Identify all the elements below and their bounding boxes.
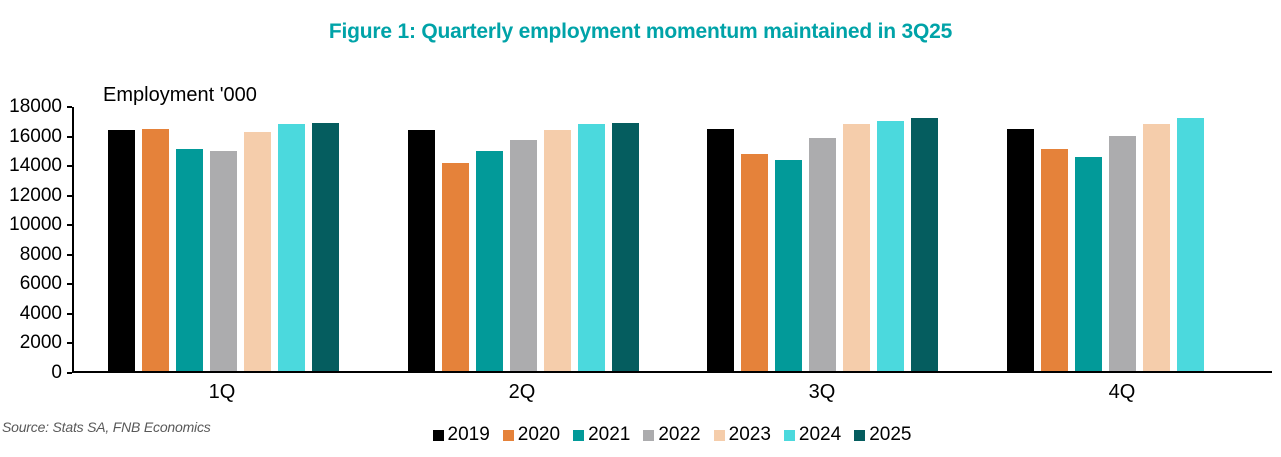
bar-2023-1q <box>244 131 272 371</box>
y-tick-mark <box>67 283 72 286</box>
bar-2021-2q <box>475 150 503 371</box>
legend-item-2019: 2019 <box>432 424 490 446</box>
bar-2019-3q <box>707 128 735 371</box>
y-tick-label: 16000 <box>9 125 62 147</box>
legend-swatch-icon <box>713 429 725 441</box>
x-label-1q: 1Q <box>208 381 236 403</box>
legend-item-2020: 2020 <box>502 424 561 446</box>
y-tick-label: 18000 <box>9 96 62 117</box>
y-tick-mark <box>67 312 72 315</box>
y-tick-label: 8000 <box>19 243 62 265</box>
legend-item-2024: 2024 <box>783 424 842 446</box>
legend-item-2022: 2022 <box>643 424 701 446</box>
y-tick-label: 10000 <box>9 214 62 236</box>
bar-2025-1q <box>312 122 340 371</box>
legend-label: 2019 <box>447 424 490 445</box>
legend-swatch-icon <box>502 429 514 441</box>
legend-item-2023: 2023 <box>713 424 771 446</box>
bar-2020-2q <box>441 162 469 371</box>
plot-area <box>72 107 1272 373</box>
bar-2020-3q <box>741 153 769 371</box>
bar-group-4q <box>973 107 1273 371</box>
legend-swatch-icon <box>432 429 444 441</box>
bar-2025-2q <box>611 122 639 371</box>
legend-item-2025: 2025 <box>854 424 911 446</box>
bar-group-3q <box>673 107 973 371</box>
y-axis: 0 2000 4000 6000 8000 10000 12000 14000 16000 180… <box>0 96 72 383</box>
y-tick-mark <box>67 253 72 256</box>
bar-group-1q <box>74 107 374 371</box>
y-tick-mark <box>67 342 72 345</box>
legend-label: 2020 <box>517 424 561 445</box>
y-tick-mark <box>67 224 72 227</box>
bar-2022-1q <box>210 150 238 371</box>
bar-2022-3q <box>809 137 837 371</box>
bar-2021-4q <box>1074 156 1102 371</box>
bar-2024-2q <box>577 124 605 371</box>
y-tick-label: 4000 <box>19 302 62 324</box>
bar-2024-4q <box>1176 118 1204 371</box>
y-tick-mark <box>67 106 72 108</box>
bar-group-2q <box>374 107 674 371</box>
legend-label: 2021 <box>588 424 631 445</box>
legend-item-2021: 2021 <box>573 424 630 446</box>
bar-2023-3q <box>843 124 871 371</box>
source-note: Source: Stats SA, FNB Economics <box>2 419 211 435</box>
x-label-3q: 3Q <box>808 381 836 403</box>
bar-2022-4q <box>1108 136 1136 371</box>
bar-2021-3q <box>775 159 803 371</box>
legend-swatch-icon <box>643 429 655 441</box>
bar-2025-3q <box>911 118 939 371</box>
y-tick-label: 12000 <box>9 184 62 206</box>
legend-label: 2023 <box>728 424 771 445</box>
bar-2023-4q <box>1142 124 1170 371</box>
bar-2021-1q <box>176 149 204 371</box>
legend-swatch-icon <box>573 429 585 441</box>
y-tick-mark <box>67 372 72 374</box>
y-axis-title: Employment '000 <box>103 84 257 106</box>
x-label-2q: 2Q <box>508 381 536 403</box>
legend-label: 2025 <box>869 424 912 445</box>
bar-2019-2q <box>407 130 435 371</box>
y-tick-mark <box>67 194 72 197</box>
bar-2020-1q <box>142 128 170 371</box>
bar-2019-1q <box>108 130 136 371</box>
y-tick-mark <box>67 165 72 168</box>
legend-swatch-icon <box>783 429 795 441</box>
bar-2023-2q <box>543 130 571 371</box>
chart-title: Figure 1: Quarterly employment momentum … <box>328 20 953 43</box>
x-axis-labels: 1Q 2Q 3Q 4Q <box>72 381 1272 404</box>
y-tick-label: 14000 <box>9 155 62 177</box>
legend-label: 2022 <box>658 424 701 445</box>
legend-label: 2024 <box>798 424 842 445</box>
bar-2020-4q <box>1040 149 1068 371</box>
legend: 2019 2020 2021 2022 2023 2024 2025 <box>72 424 1272 446</box>
y-tick-label: 0 <box>51 362 62 383</box>
y-tick-label: 6000 <box>19 273 62 295</box>
bar-2022-2q <box>509 140 537 371</box>
bar-2019-4q <box>1006 128 1034 371</box>
legend-swatch-icon <box>854 429 866 441</box>
bar-2024-3q <box>877 121 905 371</box>
bar-2024-1q <box>278 124 306 371</box>
y-tick-label: 2000 <box>19 332 62 354</box>
x-label-4q: 4Q <box>1108 381 1136 403</box>
y-tick-mark <box>67 135 72 138</box>
